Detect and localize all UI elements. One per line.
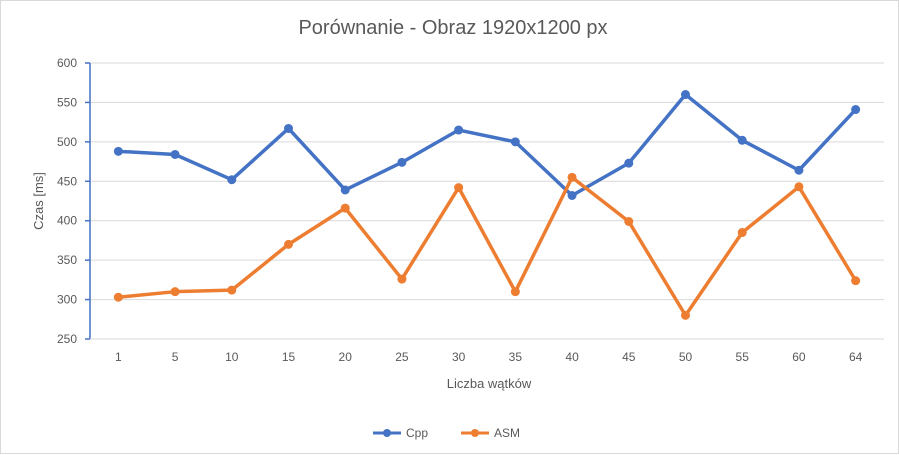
series-line-asm (116, 175, 858, 318)
x-tick-label: 20 (339, 350, 353, 364)
data-point-asm (851, 276, 861, 286)
data-point-cpp (624, 158, 634, 168)
data-point-cpp (170, 149, 180, 159)
gridlines (90, 62, 884, 301)
data-point-asm (624, 217, 634, 227)
legend-marker-cpp (383, 429, 391, 437)
x-tick-label: 1 (115, 350, 122, 364)
y-tick-label: 400 (57, 214, 77, 228)
data-point-cpp (340, 185, 350, 195)
legend-label-asm: ASM (494, 426, 520, 440)
y-tick-label: 350 (57, 253, 77, 267)
data-point-cpp (227, 175, 237, 185)
legend-label-cpp: Cpp (406, 426, 428, 440)
x-tick-label: 15 (282, 350, 296, 364)
data-point-cpp (851, 105, 861, 115)
data-point-asm (170, 287, 180, 297)
data-point-asm (567, 172, 577, 182)
data-point-cpp (510, 137, 520, 147)
data-point-cpp (454, 125, 464, 135)
data-point-asm (510, 287, 520, 297)
y-axis-title: Czas [ms] (31, 172, 46, 230)
y-tick-label: 300 (57, 293, 77, 307)
x-tick-label: 50 (679, 350, 693, 364)
x-tick-label: 40 (565, 350, 579, 364)
y-tick-label: 450 (57, 174, 77, 188)
x-tick-label: 60 (792, 350, 806, 364)
x-tick-label: 64 (849, 350, 863, 364)
data-point-cpp (794, 165, 804, 175)
data-point-asm (794, 182, 804, 192)
x-tick-label: 5 (172, 350, 179, 364)
y-tick-label: 550 (57, 95, 77, 109)
x-tick-label: 10 (225, 350, 239, 364)
data-point-cpp (397, 157, 407, 167)
data-point-asm (681, 310, 690, 320)
x-tick-label: 35 (509, 350, 523, 364)
y-tick-label: 600 (57, 56, 77, 70)
data-point-asm (284, 239, 293, 249)
y-tick-label: 500 (57, 135, 77, 149)
x-axis-title: Liczba wątków (447, 376, 532, 391)
series-line-cpp (116, 92, 858, 198)
data-point-cpp (681, 90, 690, 100)
y-tick-label: 250 (57, 332, 77, 346)
x-tick-label: 55 (736, 350, 750, 364)
data-point-asm (454, 183, 464, 193)
data-point-cpp (284, 123, 293, 133)
data-point-asm (340, 203, 350, 213)
data-point-asm (113, 292, 123, 302)
series (113, 90, 861, 320)
x-tick-label: 25 (395, 350, 409, 364)
data-point-asm (737, 228, 747, 238)
data-point-cpp (113, 146, 123, 156)
data-point-cpp (567, 190, 577, 200)
chart-title: Porównanie - Obraz 1920x1200 px (298, 17, 607, 39)
data-point-cpp (737, 135, 747, 145)
x-tick-label: 30 (452, 350, 466, 364)
legend-marker-asm (471, 429, 479, 437)
legend: Cpp ASM (373, 426, 520, 440)
x-tick-label: 45 (622, 350, 636, 364)
data-point-asm (397, 274, 407, 284)
data-point-asm (227, 285, 237, 295)
